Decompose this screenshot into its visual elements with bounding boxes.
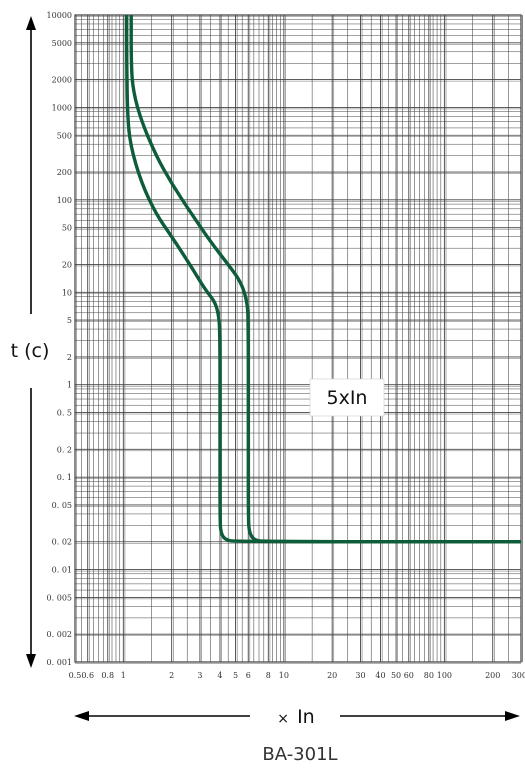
y-tick-label: 50 (62, 224, 72, 233)
x-tick-label: 10 (279, 671, 289, 680)
y-tick-label: 0. 2 (57, 445, 72, 454)
x-tick-label: 80 (424, 671, 434, 680)
y-tick-label: 5 (67, 316, 72, 325)
y-tick-label: 0. 05 (52, 501, 72, 510)
y-tick-label: 2000 (52, 76, 72, 85)
x-tick-label: 1 (121, 671, 126, 680)
x-tick-label: 50 (391, 671, 401, 680)
y-tick-label: 200 (57, 168, 72, 177)
y-tick-label: 0. 02 (52, 538, 72, 547)
x-tick-label: 4 (217, 671, 222, 680)
y-tick-label: 0. 1 (57, 473, 72, 482)
y-axis-arrowhead-up (26, 16, 36, 30)
x-tick-label: 5 (233, 671, 238, 680)
x-axis-label: × In (277, 706, 314, 728)
y-tick-label: 0. 002 (47, 630, 72, 639)
x-tick-label: 6 (246, 671, 251, 680)
y-tick-label: 500 (57, 131, 72, 140)
y-tick-label: 10000 (47, 11, 72, 20)
x-tick-label: 300 (512, 671, 525, 680)
annotation-box (309, 378, 385, 417)
y-tick-label: 10 (62, 288, 72, 297)
y-tick-label: 0. 5 (57, 409, 72, 418)
y-tick-label: 1000 (52, 103, 72, 112)
x-axis-label-text: In (297, 706, 315, 728)
y-tick-label: 2 (67, 353, 72, 362)
trip-curve-lower (125, 15, 521, 544)
x-tick-label: 40 (375, 671, 385, 680)
x-tick-label: 100 (437, 671, 452, 680)
x-tick-label: 0.6 (81, 671, 94, 680)
y-tick-label: 100 (57, 196, 72, 205)
x-axis-label-prefix: × (277, 711, 289, 727)
x-tick-label: 8 (266, 671, 271, 680)
x-axis-arrowhead-left (74, 711, 89, 721)
y-tick-label: 5000 (52, 39, 72, 48)
annotation-text: 5xIn (327, 387, 368, 409)
chart-caption: BA-301L (262, 744, 337, 765)
y-tick-label: 1 (67, 381, 72, 390)
chart-grid (74, 14, 523, 664)
y-tick-label: 0. 001 (47, 658, 72, 667)
trip-curves (125, 15, 521, 544)
x-axis-arrowhead-right (505, 711, 520, 721)
x-tick-labels: 0.5 0.6 0.8 1 2 3 4 5 6 8 10 20 30 40 50 60 80 100 200 300 (69, 671, 525, 680)
x-tick-label: 30 (355, 671, 365, 680)
y-tick-labels: 10000 5000 2000 1000 500 200 100 50 20 10 5 2 1 0. 5 0… (47, 11, 72, 667)
y-tick-label: 0. 01 (52, 566, 72, 575)
x-tick-label: 2 (169, 671, 174, 680)
x-tick-label: 200 (485, 671, 500, 680)
y-axis-arrowhead-down (26, 654, 36, 668)
x-tick-label: 0.8 (101, 671, 114, 680)
plot-area (74, 14, 522, 663)
x-tick-label: 0.5 (69, 671, 82, 680)
y-axis-label: t (c) (11, 340, 50, 362)
x-tick-label: 60 (404, 671, 414, 680)
x-tick-label: 3 (197, 671, 202, 680)
y-tick-label: 20 (62, 260, 72, 269)
trip-curve-upper (129, 15, 521, 544)
x-tick-label: 20 (327, 671, 337, 680)
y-tick-label: 0. 005 (47, 593, 72, 602)
